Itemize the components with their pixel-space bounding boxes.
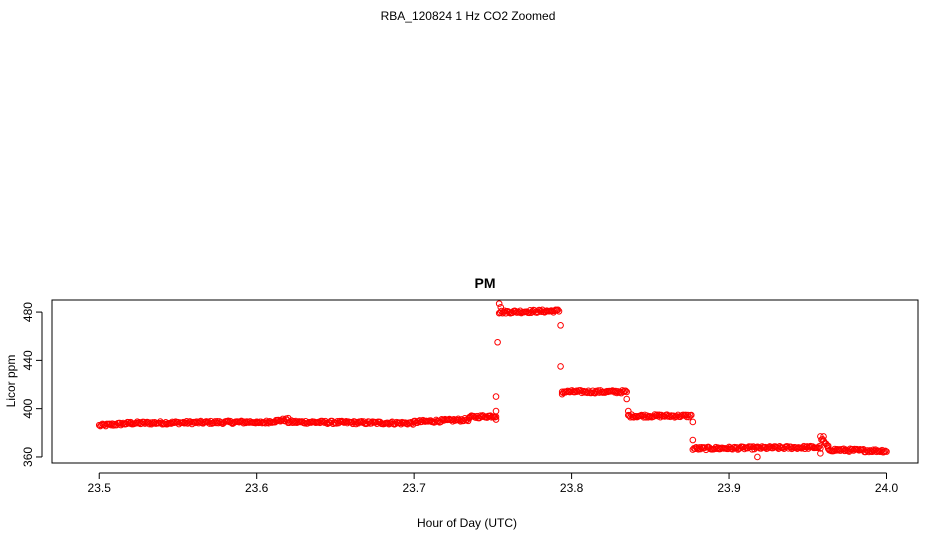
data-point: [623, 388, 631, 396]
outlier-point: [557, 363, 564, 370]
x-tick-label: 23.5: [88, 481, 112, 495]
x-tick-label: 23.8: [560, 481, 584, 495]
outlier-point: [624, 407, 632, 415]
x-tick-label: 23.7: [402, 481, 426, 495]
data-points: [95, 300, 890, 461]
data-point: [882, 447, 889, 455]
data-point: [651, 411, 659, 418]
outlier-point: [754, 453, 761, 461]
outlier-point: [817, 450, 824, 457]
outlier-point: [492, 393, 500, 400]
y-tick-label: 400: [21, 398, 35, 418]
plot-title: PM: [475, 275, 496, 291]
y-tick-label: 440: [21, 350, 35, 370]
outlier-point: [558, 390, 566, 398]
y-axis-title: Licor ppm: [4, 355, 18, 408]
data-point: [573, 387, 580, 395]
outlier-point: [495, 300, 503, 307]
data-point: [554, 306, 562, 314]
x-axis-title: Hour of Day (UTC): [417, 516, 517, 530]
data-point: [883, 448, 890, 455]
x-axis: 23.5 23.6 23.7 23.8 23.9 24.0: [88, 472, 899, 495]
data-point: [687, 411, 695, 419]
data-point: [685, 413, 693, 421]
data-point: [622, 387, 629, 395]
x-tick-label: 23.6: [245, 481, 269, 495]
y-tick-label: 480: [21, 302, 35, 322]
outlier-point: [689, 418, 697, 426]
x-tick-label: 24.0: [875, 481, 899, 495]
plot-frame: [51, 299, 919, 464]
outlier-point: [623, 395, 631, 403]
data-point: [555, 307, 563, 315]
outlier-point: [689, 436, 697, 444]
outlier-point: [497, 303, 505, 311]
y-tick-label: 360: [21, 447, 35, 467]
data-point: [817, 445, 824, 452]
x-tick-label: 23.9: [717, 481, 741, 495]
y-axis: 360 400 440 480: [21, 302, 43, 467]
outlier-point: [494, 338, 501, 346]
data-point: [414, 419, 421, 426]
outlier-point: [557, 322, 564, 329]
outlier-point: [492, 416, 500, 423]
page-title: RBA_120824 1 Hz CO2 Zoomed: [380, 9, 556, 23]
data-point: [881, 448, 888, 455]
data-point: [585, 387, 592, 395]
outlier-point: [820, 433, 827, 440]
outlier-point: [492, 407, 500, 415]
